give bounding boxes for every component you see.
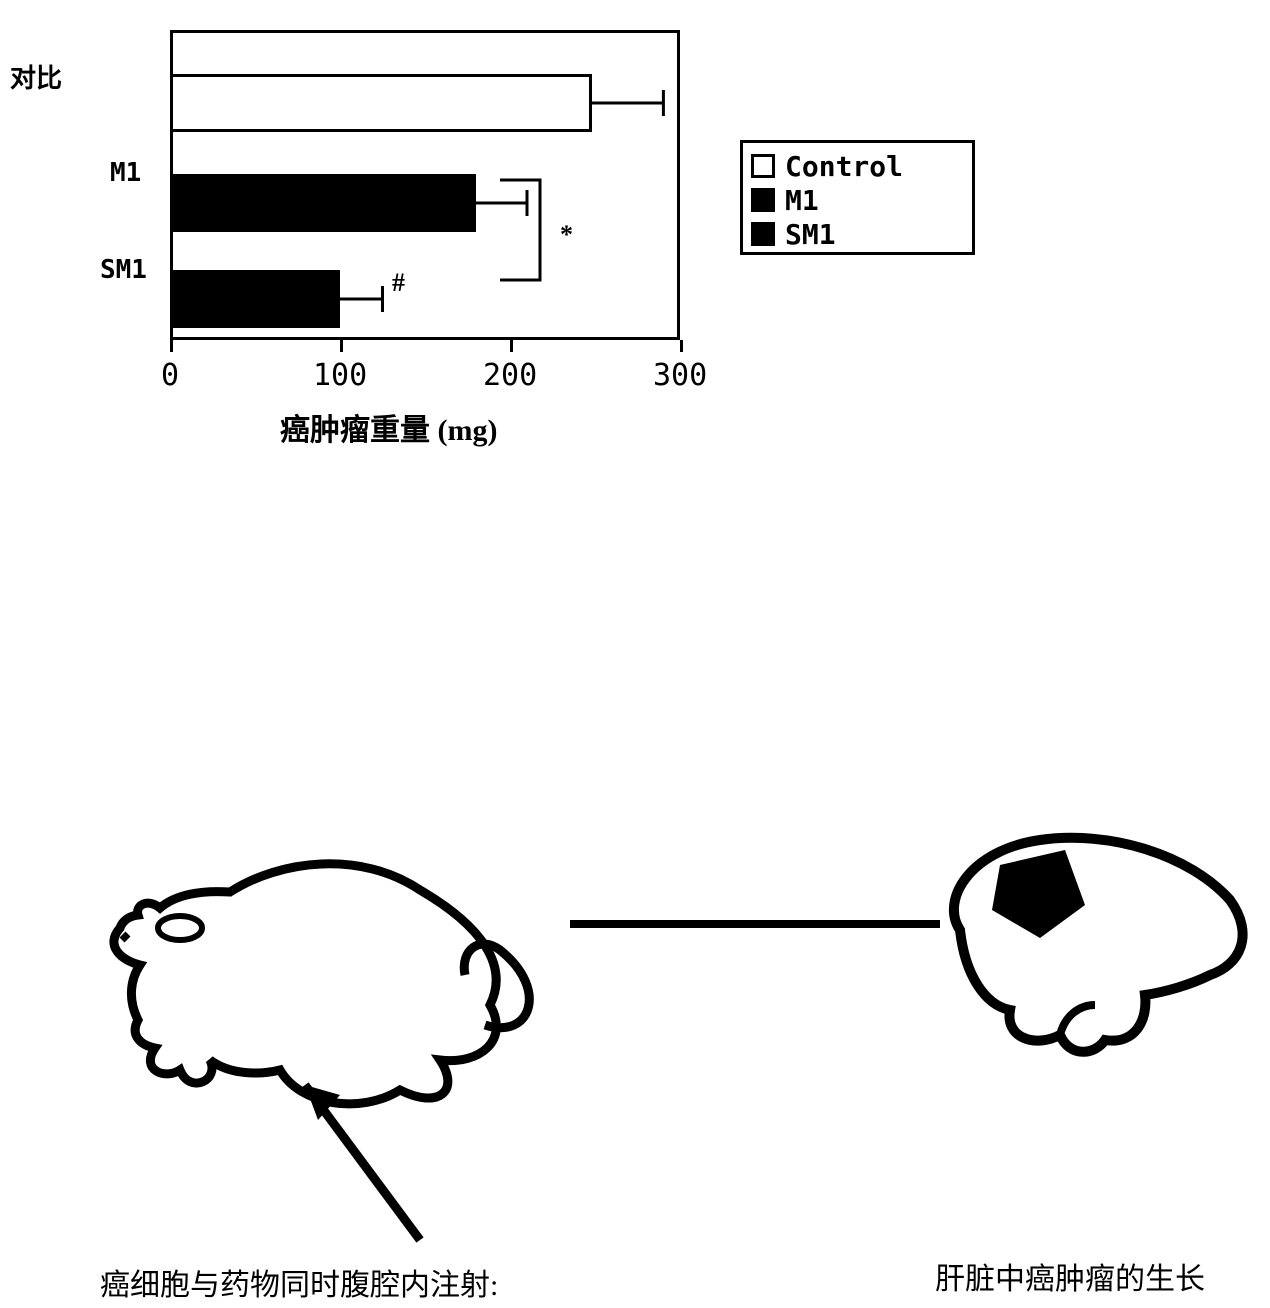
legend-swatch-m1 <box>751 188 775 212</box>
legend-swatch-sm1 <box>751 222 775 246</box>
legend-label-m1: M1 <box>785 184 819 217</box>
connector-line <box>570 920 940 928</box>
bar-sm1 <box>170 270 340 328</box>
legend: Control M1 SM1 <box>740 140 975 255</box>
legend-item-sm1: SM1 <box>751 217 964 251</box>
liver-drawing <box>930 810 1270 1090</box>
significance-mark-hash: # <box>392 268 405 298</box>
error-bar-control <box>592 85 673 125</box>
error-bar-sm1 <box>340 281 393 321</box>
category-label-sm1: SM1 <box>100 255 147 285</box>
caption-right: 肝脏中癌肿瘤的生长 <box>935 1254 1205 1298</box>
category-label-m1: M1 <box>110 158 141 188</box>
legend-item-m1: M1 <box>751 183 964 217</box>
legend-swatch-control <box>751 154 775 178</box>
legend-label-sm1: SM1 <box>785 218 836 251</box>
category-label-control: 对比 <box>10 58 62 95</box>
legend-label-control: Control <box>785 150 903 183</box>
bar-m1 <box>170 174 476 232</box>
bar-chart: 对比 M1 SM1 0100200300 癌肿瘤重量 (mg) # * Cont… <box>0 10 1270 490</box>
legend-item-control: Control <box>751 149 964 183</box>
significance-mark-asterisk: * <box>560 220 573 250</box>
x-axis-label: 癌肿瘤重量 (mg) <box>280 405 497 449</box>
injection-arrow-icon <box>270 1060 450 1260</box>
caption-left: 癌细胞与药物同时腹腔内注射: <box>100 1260 498 1304</box>
bar-control <box>170 74 592 132</box>
